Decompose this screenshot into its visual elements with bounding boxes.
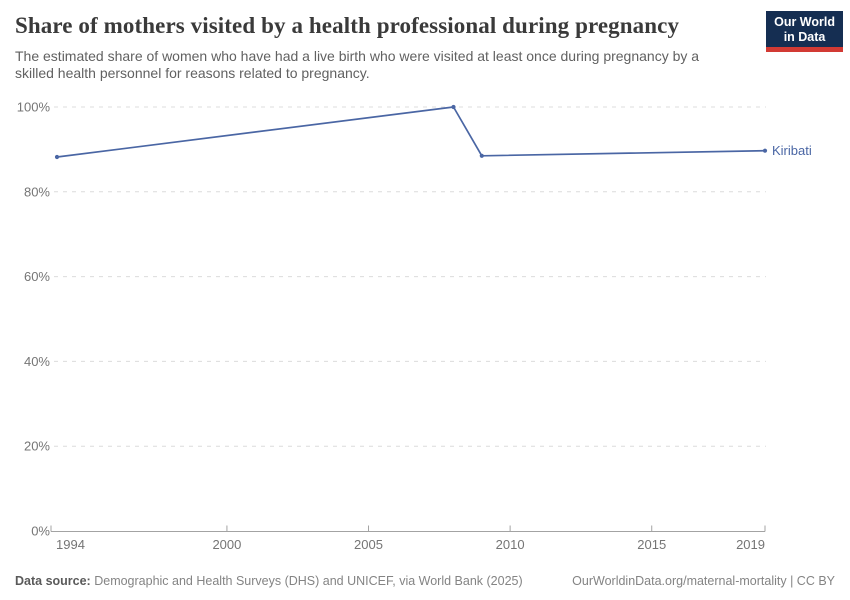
page-title: Share of mothers visited by a health pro… bbox=[15, 13, 680, 38]
owid-logo: Our World in Data bbox=[766, 11, 843, 52]
y-axis-tick-label: 0% bbox=[31, 524, 50, 539]
data-source: Data source: Demographic and Health Surv… bbox=[15, 574, 523, 588]
owid-logo-line2: in Data bbox=[783, 29, 826, 44]
y-axis-tick-label: 40% bbox=[24, 354, 50, 369]
data-source-label: Data source: bbox=[15, 574, 91, 588]
x-axis-tick-label: 2000 bbox=[212, 537, 241, 552]
owid-url-link[interactable]: OurWorldinData.org/maternal-mortality | … bbox=[572, 574, 835, 588]
owid-logo-line1: Our World bbox=[774, 15, 835, 29]
series-label: Kiribati bbox=[772, 143, 812, 158]
y-axis-tick-label: 60% bbox=[24, 269, 50, 284]
y-axis-tick-label: 20% bbox=[24, 439, 50, 454]
data-point bbox=[451, 104, 456, 110]
chart-subtitle: The estimated share of women who have ha… bbox=[15, 48, 700, 81]
data-point bbox=[54, 154, 60, 160]
y-axis-tick-label: 80% bbox=[24, 184, 50, 199]
chart-footer: Data source: Demographic and Health Surv… bbox=[15, 574, 835, 588]
line-chart: 0% 20% 40% 60% 80% 100% 1994 2000 2005 2010 2015 20… bbox=[0, 95, 850, 565]
x-axis-tick-label: 2019 bbox=[736, 537, 765, 552]
series-line-kiribati bbox=[56, 106, 766, 158]
x-axis-tick-label: 1994 bbox=[56, 537, 85, 552]
x-axis-tick-label: 2010 bbox=[496, 537, 525, 552]
line-chart-canvas: 0% 20% 40% 60% 80% 100% 1994 2000 2005 2010 2015 20… bbox=[17, 100, 812, 553]
data-point bbox=[762, 148, 768, 153]
data-source-text: Demographic and Health Surveys (DHS) and… bbox=[94, 574, 523, 588]
x-axis-tick-label: 2015 bbox=[637, 537, 666, 552]
y-axis-tick-label: 100% bbox=[17, 100, 51, 115]
data-point bbox=[479, 153, 484, 158]
x-axis-tick-label: 2005 bbox=[354, 537, 383, 552]
